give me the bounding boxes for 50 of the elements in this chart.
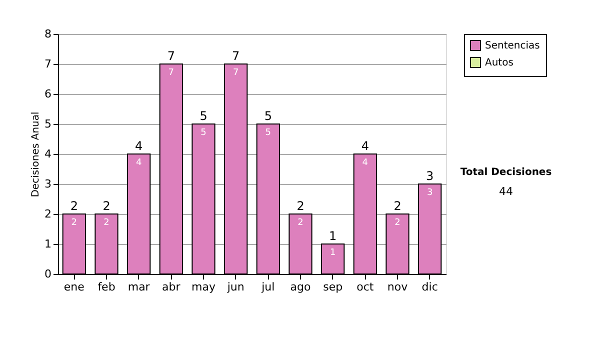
total-label: 2: [102, 199, 110, 213]
x-tick-label: jun: [226, 280, 244, 294]
data-label: 3: [426, 188, 433, 198]
total-label: 3: [426, 169, 434, 183]
total-label: 4: [361, 139, 369, 153]
data-label: 2: [71, 218, 78, 228]
total-label: 5: [200, 109, 208, 123]
data-label: 2: [104, 218, 110, 228]
total-label: 2: [296, 199, 304, 213]
legend-label: Autos: [485, 58, 514, 68]
y-axis-title: Decisiones Anual: [30, 112, 42, 198]
x-tick-label: sep: [323, 280, 343, 294]
data-label: 7: [168, 68, 174, 78]
total-label: 5: [264, 109, 272, 123]
total-label: 1: [329, 229, 337, 243]
total-label: 2: [394, 199, 402, 213]
y-tick-label: 2: [44, 208, 52, 220]
data-label: 2: [394, 218, 400, 228]
y-tick-label: 0: [44, 268, 52, 280]
total-label: 2: [70, 199, 78, 213]
x-tick-label: dic: [422, 280, 438, 294]
y-tick-label: 7: [44, 58, 52, 70]
data-label: 4: [136, 158, 142, 168]
y-tick-label: 4: [44, 148, 52, 160]
x-tick-label: ago: [290, 280, 311, 294]
text: 44: [499, 185, 513, 198]
x-tick-label: jul: [260, 280, 275, 294]
total-label: 7: [232, 49, 240, 63]
x-tick-label: ene: [64, 280, 85, 294]
y-tick-label: 6: [44, 88, 52, 100]
x-tick-label: feb: [98, 280, 116, 294]
data-label: 7: [232, 68, 239, 78]
data-label: 5: [265, 128, 272, 138]
data-label: 4: [362, 158, 368, 168]
y-tick-label: 3: [44, 178, 52, 190]
text: Total Decisiones: [460, 167, 552, 178]
x-tick-label: oct: [356, 280, 374, 294]
data-label: 2: [298, 218, 304, 228]
x-tick-label: nov: [387, 280, 408, 294]
total-label: 7: [167, 49, 175, 63]
data-label: 1: [330, 248, 336, 258]
y-tick-label: 5: [44, 118, 52, 130]
x-tick-label: may: [192, 280, 216, 294]
y-tick-label: 8: [44, 28, 52, 40]
data-label: 5: [200, 128, 206, 138]
x-tick-label: mar: [128, 280, 150, 294]
total-label: 4: [135, 139, 143, 153]
x-tick-label: abr: [162, 280, 181, 294]
legend-label: Sentencias: [485, 40, 540, 52]
y-tick-label: 1: [44, 238, 52, 250]
